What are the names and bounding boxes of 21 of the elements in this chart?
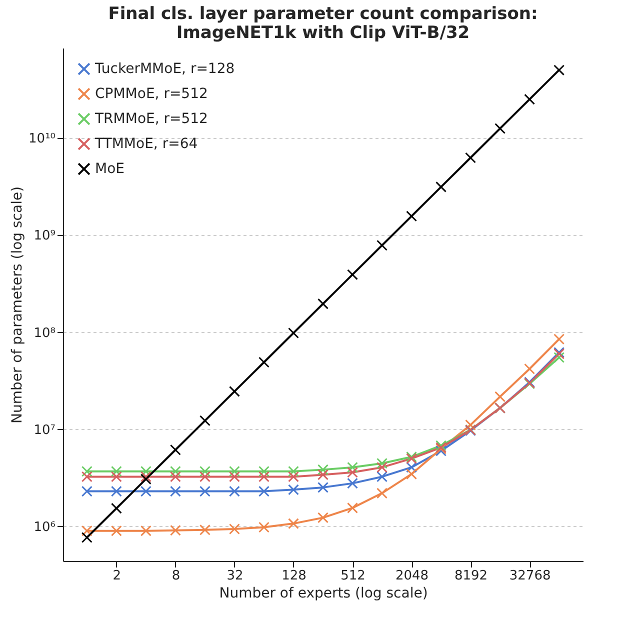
y-tick-label: 10¹⁰ xyxy=(28,132,56,147)
legend-label: TuckerMMoE, r=128 xyxy=(94,61,235,77)
x-axis-title: Number of experts (log scale) xyxy=(219,586,428,602)
chart-title: Final cls. layer parameter count comparison: ImageNET1k with Clip ViT-B/32 xyxy=(108,4,538,43)
y-tick-label: 10⁶ xyxy=(34,520,56,535)
legend-label: TTMMoE, r=64 xyxy=(94,136,198,152)
legend-label: MoE xyxy=(95,161,124,177)
x-tick-label: 2048 xyxy=(395,568,429,584)
legend-label: CPMMoE, r=512 xyxy=(95,86,208,102)
y-tick-label: 10⁷ xyxy=(34,422,56,438)
y-tick-label: 10⁸ xyxy=(34,326,56,341)
x-tick-label: 32 xyxy=(226,568,244,584)
x-tick-label: 8 xyxy=(172,568,180,584)
x-tick-label: 128 xyxy=(282,568,306,584)
x-tick-label: 2 xyxy=(112,568,122,584)
x-tick-label: 512 xyxy=(340,568,366,584)
y-tick-label: 10⁹ xyxy=(34,228,56,244)
x-tick-label: 32768 xyxy=(509,568,551,584)
y-axis-title: Number of parameters (log scale) xyxy=(10,186,26,424)
legend-label: TRMMoE, r=512 xyxy=(94,111,208,127)
x-tick-label: 8192 xyxy=(454,568,488,584)
